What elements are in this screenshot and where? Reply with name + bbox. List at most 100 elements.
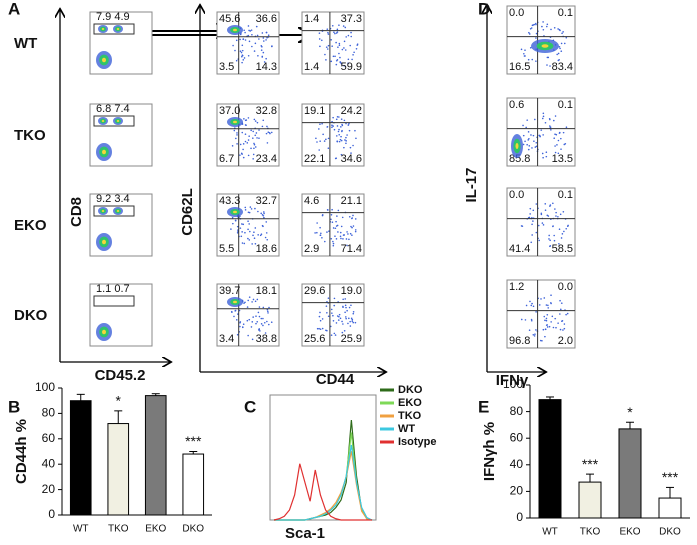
cell-dot — [254, 120, 257, 122]
significance: *** — [185, 433, 202, 449]
gate-value: 9.2 3.4 — [96, 193, 130, 205]
plot-frame — [269, 394, 377, 521]
cell-dot — [253, 147, 255, 150]
cell-dot — [243, 118, 245, 120]
cell-dot — [239, 50, 242, 53]
cell-dot — [544, 319, 546, 322]
cell-dot — [319, 123, 321, 125]
cell-dot — [542, 328, 545, 331]
cell-dot — [557, 322, 559, 324]
cell-dot — [250, 147, 252, 150]
cell-dot — [345, 122, 347, 125]
cell-dot — [559, 47, 561, 50]
cell-dot — [554, 115, 557, 117]
cell-dot — [548, 234, 550, 237]
cell-dot — [318, 149, 320, 151]
cell-dot — [533, 140, 535, 142]
cell-dot — [344, 311, 346, 314]
cell-dot — [316, 231, 318, 234]
quadrant-value: 2.0 — [558, 335, 573, 347]
cell-dot — [561, 233, 564, 235]
quadrant-value: 22.1 — [304, 153, 325, 165]
quadrant-value: 19.0 — [341, 285, 362, 297]
cell-dot — [254, 242, 257, 245]
cell-dot — [545, 317, 548, 320]
axis-label: IFNγ — [496, 372, 529, 389]
cell-dot — [342, 323, 344, 325]
cell-dot — [345, 36, 348, 38]
cell-dot — [257, 234, 259, 236]
significance: *** — [662, 469, 679, 485]
cell-dot — [344, 26, 347, 29]
density — [116, 210, 120, 212]
cell-dot — [318, 128, 320, 130]
cell-dot — [356, 43, 359, 45]
cell-dot — [354, 129, 356, 132]
quadrant-value: 59.9 — [341, 61, 362, 73]
cell-dot — [344, 304, 347, 307]
cell-dot — [532, 209, 535, 212]
quadrant-value: 45.6 — [219, 13, 240, 25]
quadrant-value: 96.8 — [509, 335, 530, 347]
cell-dot — [242, 223, 245, 226]
cell-dot — [541, 152, 544, 155]
cell-dot — [560, 302, 563, 304]
cell-dot — [549, 239, 551, 242]
cell-dot — [241, 54, 244, 57]
cell-dot — [332, 55, 335, 58]
cell-dot — [241, 242, 244, 244]
cell-dot — [344, 49, 347, 51]
cell-dot — [259, 234, 262, 237]
cell-dot — [246, 306, 249, 308]
cell-dot — [247, 228, 249, 231]
row-label: EKO — [14, 217, 47, 234]
quadrant-value: 39.7 — [219, 285, 240, 297]
cell-dot — [354, 218, 357, 220]
cell-dot — [252, 316, 254, 318]
cell-dot — [246, 319, 249, 322]
cell-dot — [254, 300, 257, 303]
axis-label: CD8 — [68, 197, 85, 227]
cell-dot — [334, 227, 337, 230]
cell-dot — [349, 325, 352, 327]
cell-dot — [560, 137, 562, 140]
cell-dot — [248, 40, 251, 43]
cell-dot — [253, 50, 256, 52]
cell-dot — [340, 153, 343, 156]
cell-dot — [243, 29, 245, 32]
cell-dot — [555, 326, 557, 329]
cell-dot — [555, 215, 557, 217]
cell-dot — [343, 119, 346, 122]
cell-dot — [527, 139, 529, 141]
cell-dot — [234, 309, 237, 312]
cell-dot — [262, 317, 264, 320]
flow-plot — [216, 193, 280, 257]
y-tick-label: 40 — [510, 457, 524, 471]
axis-label: CD45.2 — [95, 367, 146, 384]
axis-label: CD44 — [316, 371, 355, 388]
cell-dot — [327, 44, 330, 47]
cell-dot — [550, 294, 552, 296]
cell-dot — [546, 326, 549, 328]
y-tick-label: 80 — [510, 404, 524, 418]
cell-dot — [561, 320, 563, 323]
cell-dot — [352, 214, 354, 217]
cell-dot — [538, 239, 541, 242]
cell-dot — [234, 219, 237, 222]
cell-dot — [557, 59, 560, 62]
cell-dot — [247, 117, 250, 119]
cell-dot — [341, 216, 344, 219]
cell-dot — [334, 32, 336, 35]
axis-label: CD62L — [179, 188, 196, 236]
cell-dot — [242, 38, 245, 40]
cell-dot — [520, 318, 523, 321]
cell-dot — [354, 230, 357, 233]
density — [102, 57, 106, 63]
cell-dot — [555, 211, 557, 214]
cell-dot — [263, 212, 265, 215]
cell-dot — [242, 323, 245, 326]
bar — [538, 399, 562, 519]
cell-dot — [231, 145, 234, 147]
gate — [93, 295, 135, 307]
cell-dot — [542, 112, 545, 115]
